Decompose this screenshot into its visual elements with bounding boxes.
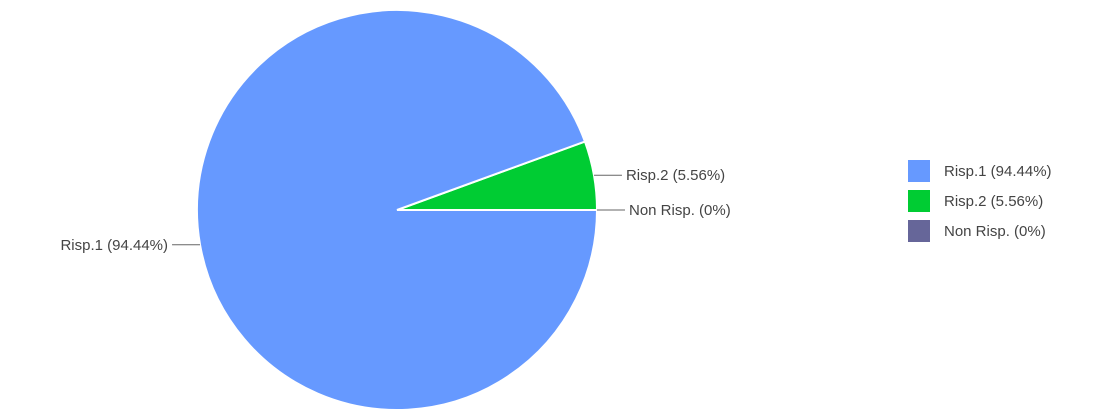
- legend-swatch: [908, 160, 930, 182]
- legend-label: Risp.2 (5.56%): [944, 192, 1044, 210]
- chart-legend: Risp.1 (94.44%) Risp.2 (5.56%) Non Risp. (…: [908, 160, 1052, 250]
- callout-label: Non Risp. (0%): [629, 202, 731, 219]
- pie-slice-risp-1[interactable]: [196, 9, 599, 410]
- legend-item[interactable]: Non Risp. (0%): [908, 220, 1052, 242]
- legend-swatch: [908, 190, 930, 212]
- legend-item[interactable]: Risp.1 (94.44%): [908, 160, 1052, 182]
- legend-label: Non Risp. (0%): [944, 222, 1046, 240]
- legend-swatch: [908, 220, 930, 242]
- callout-label: Risp.2 (5.56%): [626, 167, 725, 184]
- callout-label: Risp.1 (94.44%): [60, 237, 168, 254]
- legend-label: Risp.1 (94.44%): [944, 162, 1052, 180]
- legend-item[interactable]: Risp.2 (5.56%): [908, 190, 1052, 212]
